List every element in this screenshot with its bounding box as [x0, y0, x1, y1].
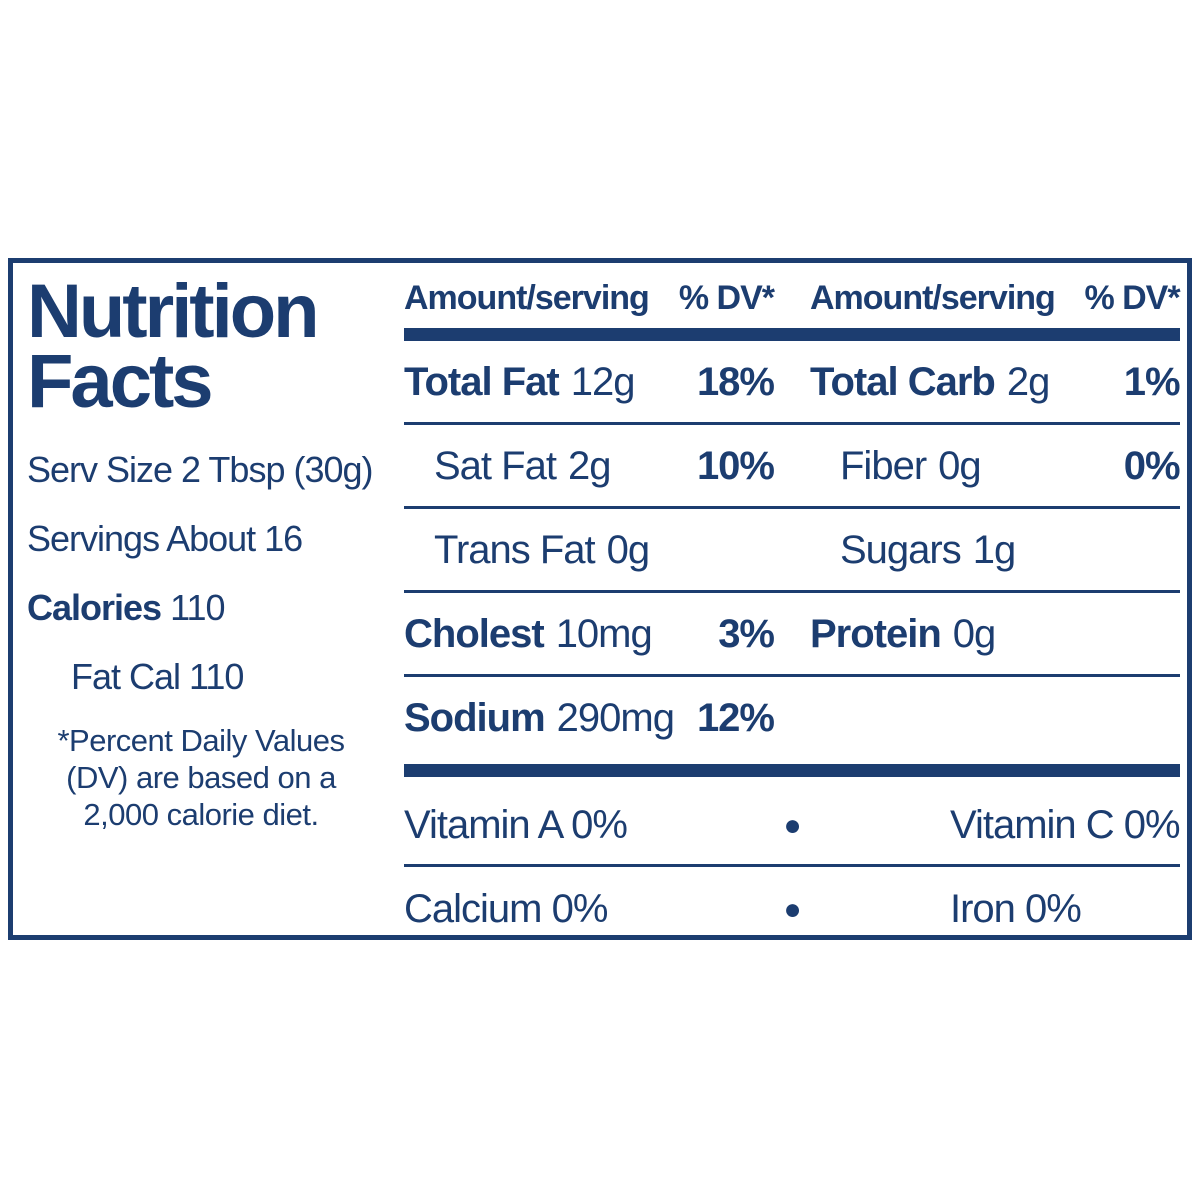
- bullet-separator-icon: ●: [783, 892, 801, 926]
- header-dv-right: % DV*: [1084, 279, 1180, 317]
- footnote-line-3: 2,000 calorie diet.: [83, 797, 319, 833]
- calcium-value: Calcium 0%: [404, 887, 608, 931]
- nutrient-name: Sat Fat: [434, 444, 557, 488]
- nutrient-dv: 0%: [1123, 444, 1181, 488]
- nutrition-facts-title: Nutrition Facts: [27, 269, 398, 424]
- nutrient-amount: 2g: [1006, 360, 1050, 404]
- nutrient-amount: 0g: [606, 528, 650, 572]
- vitamin-row: Calcium 0% ● Iron 0%: [404, 867, 1180, 948]
- bullet-separator-icon: ●: [783, 808, 801, 842]
- vitamins-divider-bar: [404, 764, 1180, 777]
- nutrient-amount: 12g: [570, 360, 636, 404]
- servings-line: Servings About 16: [27, 517, 303, 559]
- nutrient-dv: 3%: [718, 612, 775, 656]
- row-divider: [404, 864, 1180, 867]
- nutrient-name: Trans Fat: [434, 528, 596, 572]
- nutrient-name: Cholest: [404, 612, 545, 656]
- nutrient-amount: 0g: [938, 444, 981, 488]
- nutrient-name: Sodium: [404, 696, 546, 740]
- calories-line: Calories 110: [27, 587, 398, 629]
- nutrient-name: Total Carb: [810, 360, 996, 404]
- nutrient-name: Fiber: [840, 444, 927, 488]
- header-amount-left: Amount/serving: [404, 279, 650, 317]
- title-line-2: Facts: [27, 338, 214, 424]
- footnote-line-1: *Percent Daily Values: [57, 722, 345, 758]
- daily-values-footnote: *Percent Daily Values (DV) are based on …: [27, 722, 375, 834]
- nutrient-name: Total Fat: [404, 360, 560, 404]
- table-row: Total Fat 12g 18% Total Carb 2g 1%: [404, 341, 1181, 422]
- nutrient-amount: 10mg: [555, 612, 653, 656]
- calories-label: Calories: [27, 586, 162, 628]
- iron-value: Iron 0%: [950, 887, 1082, 931]
- table-row: Sodium 290mg 12%: [404, 677, 1180, 758]
- header-dv-left: % DV*: [678, 279, 775, 317]
- nutrient-dv: 18%: [696, 360, 775, 404]
- title-line-1: Nutrition: [27, 269, 320, 354]
- nutrient-amount: 1g: [972, 528, 1016, 572]
- nutrition-facts-panel: Nutrition Facts Serv Size 2 Tbsp (30g) S…: [8, 258, 1192, 940]
- fat-calories-line: Fat Cal 110: [71, 655, 244, 697]
- serving-size-line: Serv Size 2 Tbsp (30g): [27, 448, 374, 490]
- table-row: Sat Fat 2g 10% Fiber 0g 0%: [404, 425, 1181, 506]
- table-header-row: Amount/serving % DV* Amount/serving % DV…: [404, 275, 1181, 318]
- nutrient-amount: 2g: [567, 444, 611, 488]
- label-left-column: Nutrition Facts Serv Size 2 Tbsp (30g) S…: [13, 263, 398, 935]
- row-divider: [404, 590, 1180, 593]
- row-divider: [404, 422, 1180, 425]
- nutrient-amount: 290mg: [556, 696, 675, 740]
- nutrient-name: Protein: [810, 612, 942, 656]
- row-divider: [404, 674, 1180, 677]
- nutrient-table: Amount/serving % DV* Amount/serving % DV…: [398, 263, 1190, 935]
- nutrient-dv: 12%: [696, 696, 775, 740]
- footnote-line-2: (DV) are based on a: [66, 760, 336, 795]
- vitamin-a-value: Vitamin A 0%: [404, 803, 628, 847]
- vitamin-c-value: Vitamin C 0%: [950, 803, 1181, 847]
- table-row: Trans Fat 0g Sugars 1g: [404, 509, 1180, 590]
- nutrient-dv: 10%: [696, 444, 775, 488]
- table-row: Cholest 10mg 3% Protein 0g: [404, 593, 1180, 674]
- header-amount-right: Amount/serving: [810, 279, 1056, 317]
- vitamin-row: Vitamin A 0% ● Vitamin C 0%: [404, 783, 1181, 864]
- header-divider-bar: [404, 328, 1180, 341]
- row-divider: [404, 506, 1180, 509]
- calories-value: 110: [170, 586, 225, 628]
- nutrient-dv: 1%: [1123, 360, 1181, 404]
- nutrient-name: Sugars: [840, 528, 962, 572]
- nutrient-amount: 0g: [952, 612, 996, 656]
